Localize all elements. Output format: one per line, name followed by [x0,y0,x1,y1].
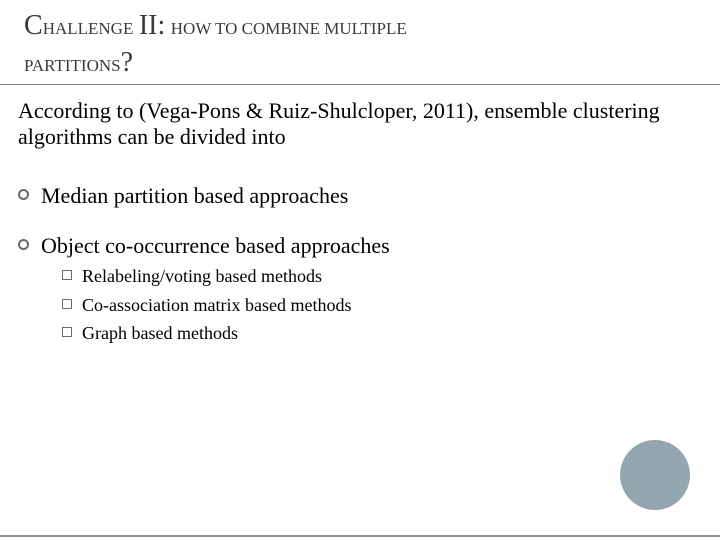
list-item-text: Median partition based approaches [41,182,348,210]
title-line-1: CHALLENGE II: HOW TO COMBINE MULTIPLE [24,8,696,43]
list-item-text: Object co-occurrence based approaches [41,232,390,260]
title-leadcap: C [24,10,43,41]
sub-list-item: Graph based methods [62,322,702,345]
title-smalltail2: HOW TO COMBINE MULTIPLE [171,19,407,38]
title-line-2: PARTITIONS? [24,45,696,80]
hollow-circle-icon [18,189,29,200]
sub-list-item: Co-association matrix based methods [62,294,702,317]
sub-list-item-text: Graph based methods [82,322,238,345]
list-item: Object co-occurrence based approaches [18,232,702,260]
title-smalltail1: HALLENGE [43,19,134,38]
sub-list-item-text: Co-association matrix based methods [82,294,351,317]
hollow-square-icon [62,327,72,337]
bullet-list: Median partition based approaches Object… [18,168,702,345]
list-item: Median partition based approaches [18,182,702,210]
hollow-square-icon [62,299,72,309]
intro-text: According to (Vega-Pons & Ruiz-Shulclope… [18,98,702,151]
sub-list-item-text: Relabeling/voting based methods [82,265,322,288]
title-roman: II: [139,10,165,41]
hollow-square-icon [62,270,72,280]
slide-title: CHALLENGE II: HOW TO COMBINE MULTIPLE PA… [24,8,696,80]
footer-line [0,535,720,537]
hollow-circle-icon [18,239,29,250]
sub-list: Relabeling/voting based methods Co-assoc… [62,265,702,345]
title2-qcap: ? [121,47,133,78]
decorative-circle [620,440,690,510]
title-rule [0,84,720,85]
sub-list-item: Relabeling/voting based methods [62,265,702,288]
slide: CHALLENGE II: HOW TO COMBINE MULTIPLE PA… [0,0,720,540]
title2-smalltail: PARTITIONS [24,56,121,75]
